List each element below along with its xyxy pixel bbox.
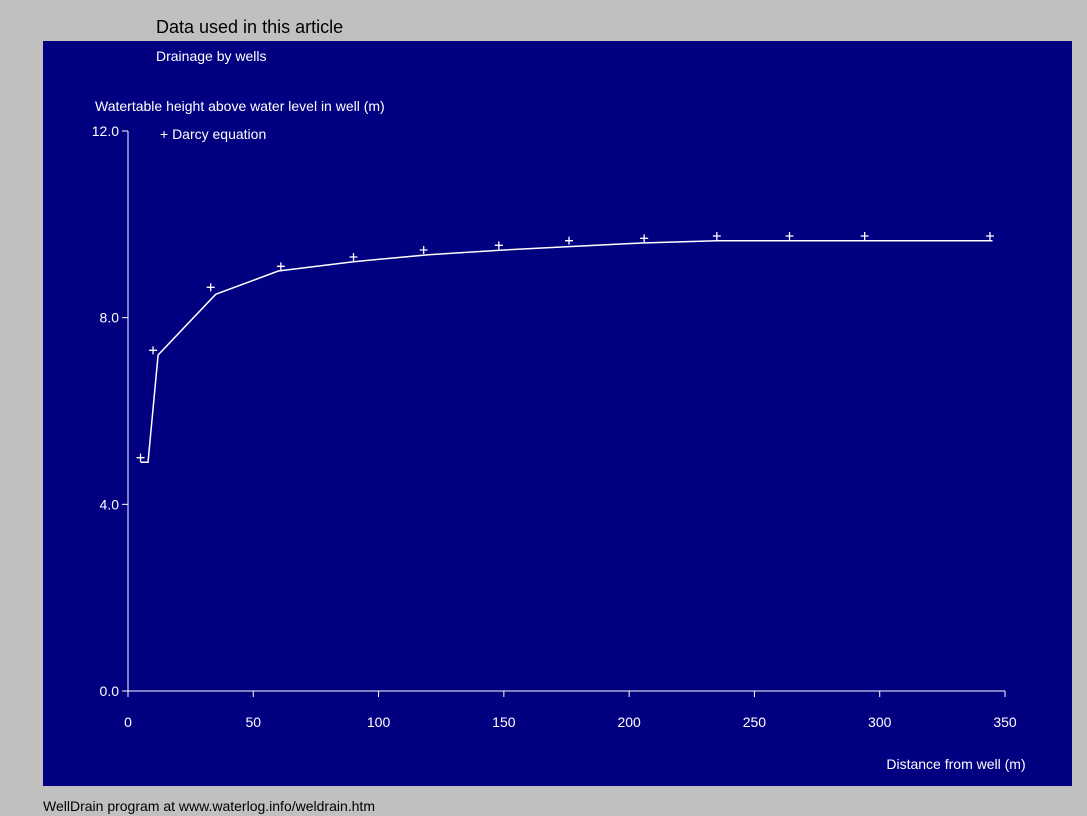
legend-entry-darcy: + Darcy equation [160,126,266,142]
data-layer [136,232,994,464]
chart-svg: Drainage by wells Watertable height abov… [92,48,1026,772]
plot-panel: Drainage by wells Watertable height abov… [43,41,1072,786]
x-axis-label: Distance from well (m) [886,756,1025,772]
data-point-plus [785,232,794,240]
data-point-plus [206,283,215,292]
data-point-plus [276,262,285,271]
series-markers-1 [136,232,994,462]
y-tick-label: 12.0 [92,123,119,139]
x-tick-label: 100 [367,714,391,730]
data-point-plus [349,253,358,261]
axes-layer: 0 50 100 150 200 250 300 350 0.0 4.0 8.0 12.0 [92,123,1017,730]
y-tick-label: 4.0 [100,496,120,512]
data-point-plus [494,241,503,250]
x-tick-label: 250 [743,714,767,730]
series-line-0 [140,239,993,464]
data-point-plus [860,232,869,240]
y-tick-label: 8.0 [100,310,120,326]
data-point-plus [985,232,994,240]
data-point-plus [149,346,158,355]
data-point-plus [419,246,428,254]
footer-note: WellDrain program at www.waterlog.info/w… [43,798,375,814]
data-point-plus [712,232,721,240]
data-point-plus [136,453,145,462]
x-tick-label: 50 [245,714,261,730]
window-title: Data used in this article [156,17,344,37]
y-axis-label: Watertable height above water level in w… [95,98,385,114]
x-tick-label: 150 [492,714,516,730]
y-tick-label: 0.0 [100,683,120,699]
x-tick-label: 300 [868,714,892,730]
data-point-plus [565,236,574,245]
x-tick-label: 0 [124,714,132,730]
chart-title: Drainage by wells [156,48,267,64]
x-tick-label: 200 [617,714,641,730]
data-point-plus [640,234,649,243]
x-tick-label: 350 [993,714,1017,730]
